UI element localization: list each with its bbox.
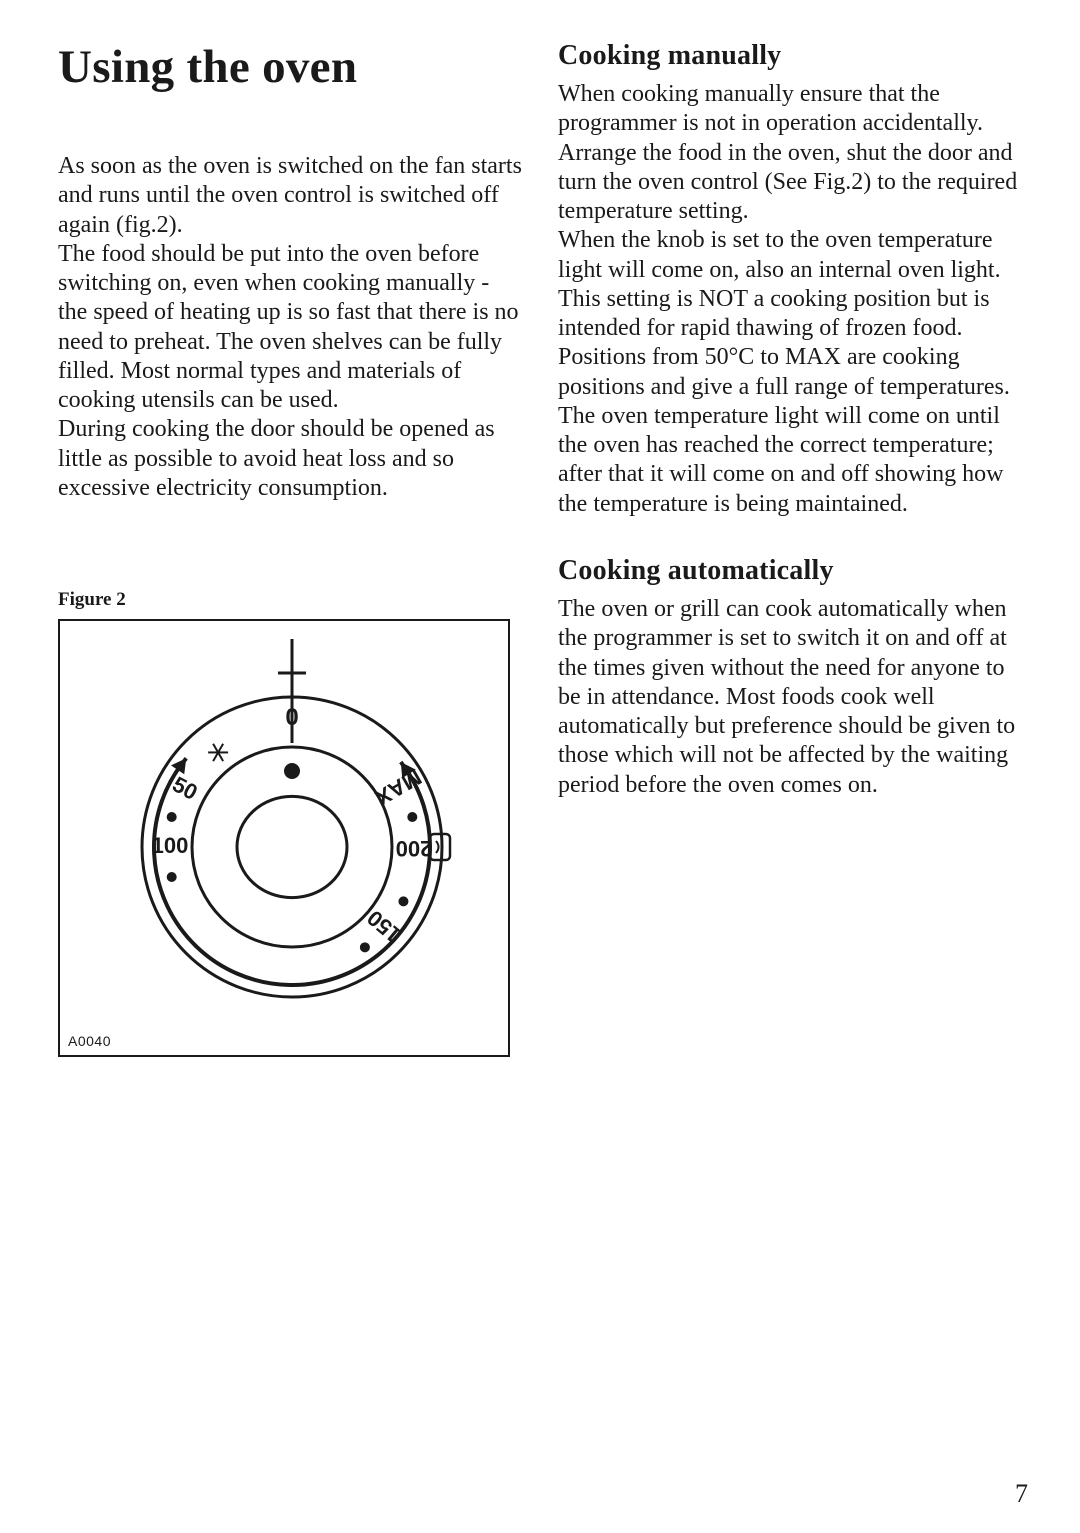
figure-2-box: 050100150200MAX A0040 (58, 619, 510, 1057)
page-title: Using the oven (58, 40, 522, 94)
body-cooking-automatically: The oven or grill can cook automatically… (558, 595, 1022, 800)
svg-text:200: 200 (396, 836, 433, 861)
heading-cooking-automatically: Cooking automatically (558, 555, 1022, 587)
svg-text:0: 0 (285, 704, 298, 731)
svg-text:MAX: MAX (371, 765, 426, 811)
intro-paragraph: As soon as the oven is switched on the f… (58, 152, 522, 503)
svg-text:100: 100 (152, 833, 189, 858)
page-number: 7 (1015, 1479, 1028, 1509)
figure-label: Figure 2 (58, 589, 522, 611)
oven-dial-diagram: 050100150200MAX (60, 621, 512, 1051)
left-column: Using the oven As soon as the oven is sw… (58, 40, 522, 1057)
right-column: Cooking manually When cooking manually e… (558, 40, 1022, 1057)
body-cooking-manually: When cooking manually ensure that the pr… (558, 80, 1022, 519)
heading-cooking-manually: Cooking manually (558, 40, 1022, 72)
figure-code: A0040 (68, 1033, 111, 1049)
